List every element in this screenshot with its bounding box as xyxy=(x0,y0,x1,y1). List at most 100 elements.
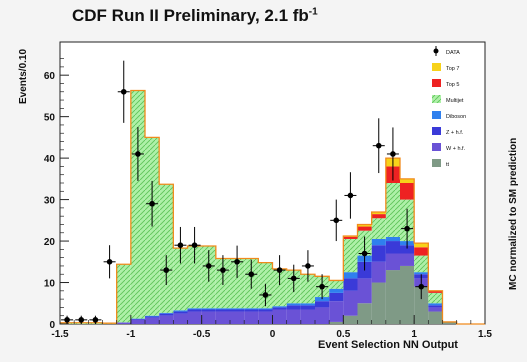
legend: DATA Top 7 Top 5 Multijet Diboson Z + h.f. W +… xyxy=(432,46,466,168)
y-tick-label: 0 xyxy=(49,320,55,331)
legend-swatch-tt xyxy=(432,159,441,167)
data-point xyxy=(191,242,198,249)
legend-label-multijet: Multijet xyxy=(446,98,464,104)
bar-zhf xyxy=(371,245,386,262)
legend-swatch-top7 xyxy=(432,63,441,71)
bar-diboson xyxy=(428,303,443,306)
bar-multijet xyxy=(116,264,131,323)
bar-whf xyxy=(159,315,174,324)
bar-diboson xyxy=(215,308,230,310)
bar-whf xyxy=(244,311,259,324)
bar-zhf xyxy=(286,305,301,310)
data-point xyxy=(347,192,354,199)
stacked-bars xyxy=(60,89,485,325)
data-points xyxy=(61,60,428,324)
data-point xyxy=(418,283,425,290)
bar-zhf xyxy=(201,309,216,312)
bar-whf xyxy=(201,311,216,324)
bar-whf xyxy=(357,278,372,304)
bar-diboson xyxy=(173,310,188,312)
bar-top7 xyxy=(414,243,429,248)
bar-multijet xyxy=(187,246,202,309)
bar-whf xyxy=(329,301,344,322)
bar-whf xyxy=(371,261,386,283)
data-point xyxy=(305,263,311,269)
bar-zhf xyxy=(315,301,330,308)
chart-title-superscript: -1 xyxy=(308,6,318,18)
data-point xyxy=(149,200,155,207)
legend-label-top7: Top 7 xyxy=(446,66,459,72)
bar-zhf xyxy=(145,316,160,318)
bar-whf xyxy=(315,307,330,324)
bar-whf xyxy=(116,322,131,324)
x-tick-label: 1.5 xyxy=(478,329,492,340)
bar-multijet xyxy=(343,238,358,273)
bar-tt xyxy=(357,303,372,324)
bar-top7 xyxy=(357,224,372,227)
legend-swatch-top5 xyxy=(432,79,441,87)
bar-zhf xyxy=(258,309,273,312)
bar-multijet xyxy=(428,292,443,304)
bar-top5 xyxy=(343,236,358,239)
x-tick-label: 0.5 xyxy=(336,329,350,340)
bar-top7 xyxy=(371,212,386,215)
bar-zhf xyxy=(329,292,344,302)
data-point xyxy=(205,263,212,269)
axes: 0 10 20 30 40 50 60 -1.5 -1 -0.5 0 0.5 1 1.5 xyxy=(44,58,492,340)
bar-whf xyxy=(385,253,400,271)
bar-multijet xyxy=(300,274,315,304)
x-tick-label: -1 xyxy=(126,329,135,340)
bar-zhf xyxy=(272,307,287,310)
bar-zhf xyxy=(428,305,443,308)
bar-top5 xyxy=(428,290,443,293)
bar-tt xyxy=(414,286,429,324)
bar-whf xyxy=(173,313,188,324)
bar-diboson xyxy=(343,272,358,279)
bar-whf xyxy=(130,319,145,324)
legend-label-data: DATA xyxy=(446,50,460,56)
bar-zhf xyxy=(187,309,202,312)
data-point xyxy=(319,283,325,290)
bar-whf xyxy=(300,309,315,324)
legend-marker-data xyxy=(433,48,439,54)
data-point xyxy=(135,151,141,157)
bar-zhf xyxy=(215,309,230,312)
bar-multijet xyxy=(329,280,344,289)
bar-multijet xyxy=(159,184,174,313)
data-point xyxy=(106,258,113,265)
data-point xyxy=(120,88,127,95)
bar-whf xyxy=(230,311,245,324)
bar-diboson xyxy=(187,308,202,310)
legend-swatch-whf xyxy=(432,143,441,151)
bar-zhf xyxy=(130,319,145,320)
data-point xyxy=(390,151,396,157)
bar-diboson xyxy=(286,303,301,306)
y-tick-label: 10 xyxy=(44,279,56,290)
x-tick-label: -0.5 xyxy=(193,329,211,340)
bar-tt xyxy=(329,321,344,324)
bar-top5 xyxy=(371,214,386,219)
histogram-outline xyxy=(60,89,485,325)
y-tick-label: 60 xyxy=(44,71,56,82)
bar-multijet xyxy=(385,183,400,237)
data-point xyxy=(248,271,255,278)
data-point xyxy=(276,267,283,273)
bar-tt xyxy=(343,315,358,324)
data-point xyxy=(64,317,70,323)
x-tick-label: 0 xyxy=(270,329,276,340)
data-point xyxy=(262,292,269,298)
bar-zhf xyxy=(300,305,315,310)
bar-zhf xyxy=(244,309,259,312)
bar-tt xyxy=(442,321,457,324)
bar-tt xyxy=(385,270,400,324)
chart-title-text: CDF Run II Preliminary, 2.1 fb xyxy=(72,6,309,25)
bar-tt xyxy=(371,282,386,324)
y-tick-label: 50 xyxy=(44,113,56,124)
bar-diboson xyxy=(244,308,259,310)
bar-zhf xyxy=(159,313,174,316)
chart-title: CDF Run II Preliminary, 2.1 fb-1 xyxy=(72,6,318,26)
bar-top5 xyxy=(357,226,372,231)
bar-zhf xyxy=(343,278,358,291)
bar-zhf xyxy=(400,245,415,254)
y-tick-label: 20 xyxy=(44,237,56,248)
